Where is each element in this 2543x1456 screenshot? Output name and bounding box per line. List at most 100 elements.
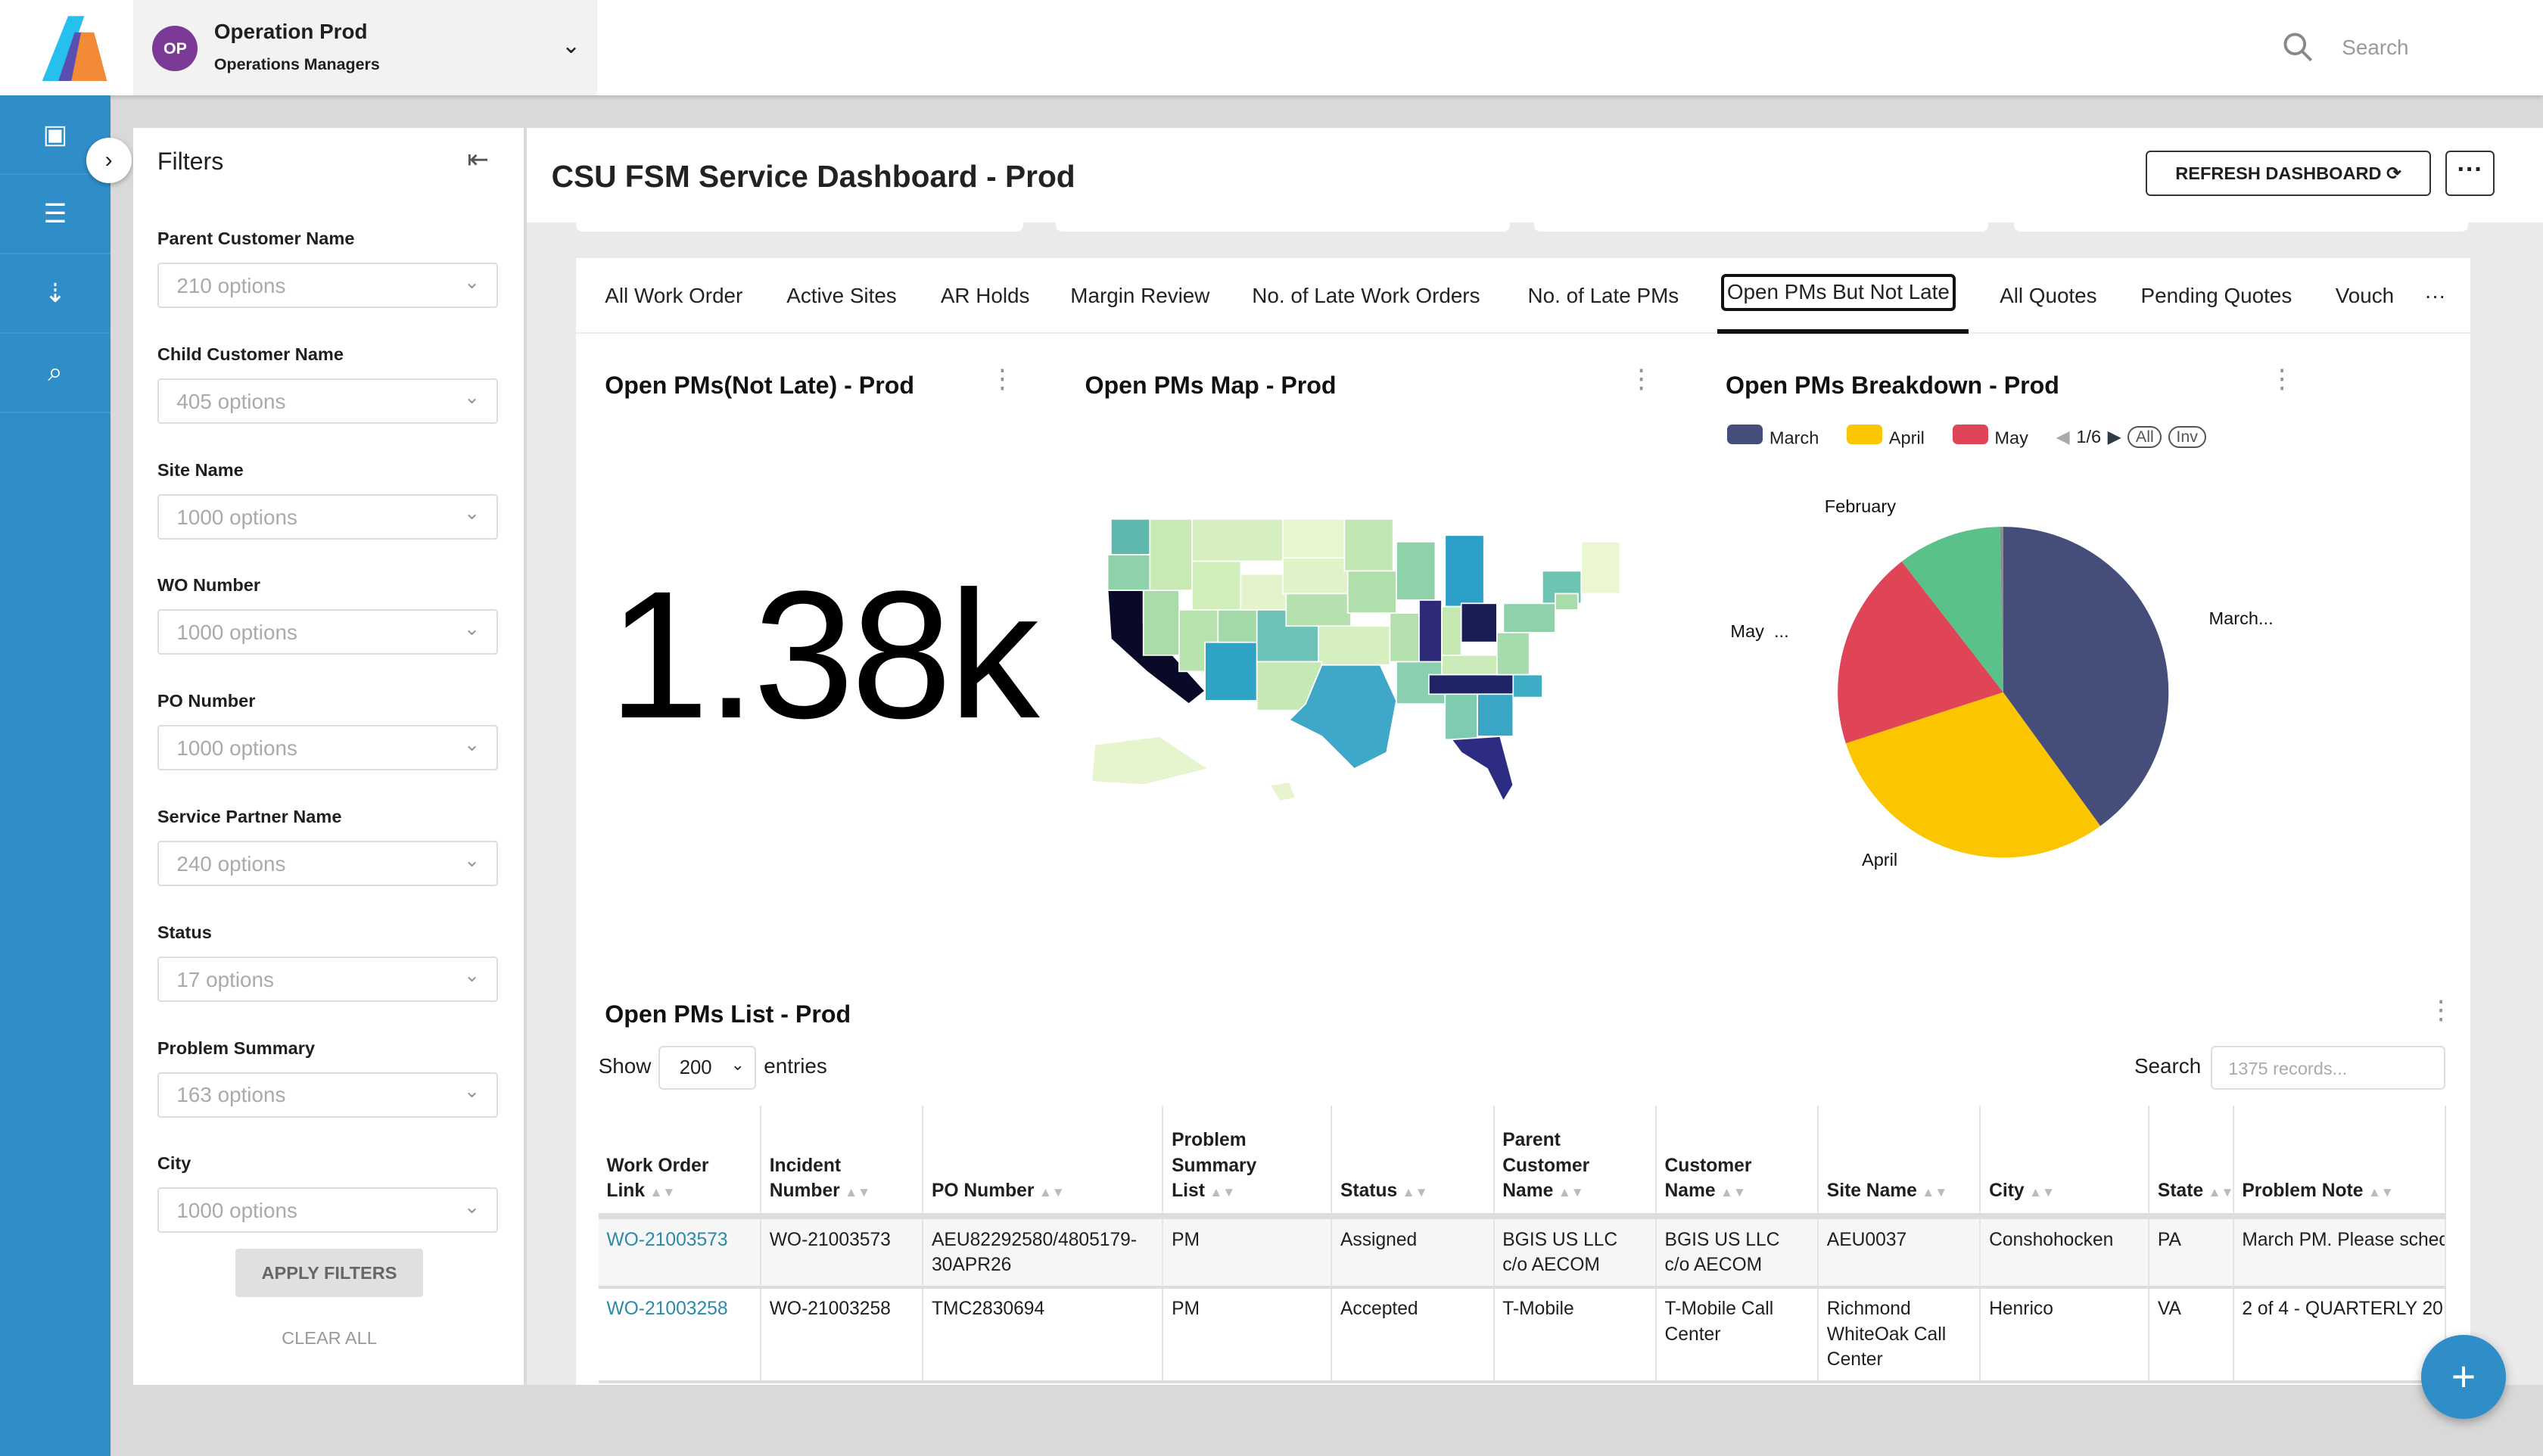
sort-icon[interactable]: ▲▼ [1038, 1184, 1065, 1199]
pie-slice-other[interactable] [2000, 527, 2003, 692]
pie-chart [1837, 527, 2168, 858]
filter-label: Status [157, 922, 212, 942]
tab-item[interactable]: No. of Late Work Orders [1252, 283, 1480, 307]
sort-icon[interactable]: ▲▼ [2029, 1184, 2055, 1199]
sort-icon[interactable]: ▲▼ [1720, 1184, 1746, 1199]
sort-icon[interactable]: ▲▼ [2367, 1184, 2394, 1199]
collapse-filters-icon[interactable]: ⇤ [467, 145, 489, 174]
sort-icon[interactable]: ▲▼ [2208, 1184, 2234, 1199]
apply-filters-button[interactable]: APPLY FILTERS [235, 1248, 424, 1298]
sort-icon[interactable]: ▲▼ [1402, 1184, 1428, 1199]
app-logo[interactable] [23, 13, 114, 84]
chevron-down-icon[interactable]: ⌄ [561, 33, 581, 58]
map-state [1444, 534, 1485, 608]
list-menu-icon[interactable]: ⋮ [2427, 995, 2454, 1025]
show-label: Show [598, 1053, 652, 1078]
pie-slice-february[interactable] [1901, 527, 2003, 692]
column-header[interactable]: Parent Customer Name ▲▼ [1493, 1106, 1657, 1219]
us-choropleth-map[interactable] [1079, 509, 1646, 817]
pie-slice-march[interactable] [2003, 527, 2168, 826]
tab-item[interactable]: Margin Review [1070, 283, 1210, 307]
column-header[interactable]: City ▲▼ [1980, 1106, 2150, 1219]
table-cell: PA [2149, 1215, 2234, 1289]
table-search-input[interactable]: 1375 records... [2210, 1046, 2446, 1090]
tab-item[interactable]: No. of Late PMs [1527, 283, 1679, 307]
clear-all-button[interactable]: CLEAR ALL [282, 1327, 377, 1348]
table-cell: WO-21003573 [760, 1215, 924, 1289]
filter-value: 1000 options [176, 736, 297, 761]
filter-select[interactable]: 163 options ⌄ [157, 1072, 498, 1118]
work-order-link[interactable]: WO-21003258 [606, 1299, 728, 1320]
map-state [1282, 557, 1349, 595]
more-options-button[interactable]: ··· [2445, 151, 2495, 197]
sort-icon[interactable]: ⇣ [0, 254, 110, 334]
legend-item-march[interactable]: March [1727, 425, 1819, 449]
map-menu-icon[interactable]: ⋮ [1628, 364, 1654, 394]
pie-slice-april[interactable] [1845, 692, 2100, 858]
dashboard-icon[interactable]: ▣ [0, 95, 110, 176]
pie-slice-may[interactable] [1837, 562, 2003, 744]
sort-icon[interactable]: ▲▼ [1209, 1184, 1236, 1199]
tab-item[interactable]: ··· [2424, 283, 2446, 307]
open-pms-table: Work Order Link ▲▼ Incident Number ▲▼ PO Num… [598, 1106, 2447, 1383]
checklist-icon[interactable]: ☰ [0, 175, 110, 255]
map-state [1444, 693, 1478, 740]
column-header[interactable]: Work Order Link ▲▼ [598, 1106, 761, 1219]
sort-icon[interactable]: ▲▼ [1558, 1184, 1584, 1199]
work-order-link[interactable]: WO-21003573 [606, 1229, 728, 1250]
filters-title: Filters [157, 147, 224, 175]
add-button[interactable]: + [2421, 1334, 2506, 1419]
column-header[interactable]: Customer Name ▲▼ [1655, 1106, 1819, 1219]
map-state [1460, 602, 1498, 643]
filter-select[interactable]: 1000 options ⌄ [157, 493, 498, 540]
filter-select[interactable]: 1000 options ⌄ [157, 725, 498, 771]
tab-item[interactable]: Vouch [2335, 283, 2395, 307]
entries-select[interactable]: 200 ⌄ [658, 1046, 756, 1090]
tab-item[interactable]: Pending Quotes [2140, 283, 2292, 307]
chevron-down-icon: ⌄ [463, 1081, 481, 1103]
filter-select[interactable]: 210 options ⌄ [157, 263, 498, 309]
filter-select[interactable]: 240 options ⌄ [157, 841, 498, 887]
card-stub [1055, 222, 1510, 232]
column-header[interactable]: Problem Summary List ▲▼ [1163, 1106, 1333, 1219]
map-state [1282, 518, 1346, 558]
org-switcher[interactable]: OP Operation Prod Operations Managers ⌄ [132, 0, 597, 96]
table-cell: PM [1163, 1215, 1333, 1289]
map-state [1110, 518, 1151, 555]
sort-icon[interactable]: ▲▼ [1922, 1184, 1948, 1199]
legend-prev-icon[interactable]: ◀ [2056, 427, 2070, 447]
legend-label: April [1888, 428, 1925, 449]
map-state [1091, 735, 1210, 786]
column-header[interactable]: Site Name ▲▼ [1818, 1106, 1981, 1219]
tab-item[interactable]: Open PMs But Not Late [1720, 274, 1956, 311]
pie-menu-icon[interactable]: ⋮ [2268, 364, 2296, 394]
sort-icon[interactable]: ▲▼ [649, 1184, 676, 1199]
legend-item-april[interactable]: April [1847, 425, 1925, 449]
tab-item[interactable]: AR Holds [940, 283, 1030, 307]
search-icon[interactable] [2280, 30, 2316, 65]
map-state [1496, 631, 1530, 676]
table-cell: TMC2830694 [923, 1286, 1164, 1383]
expand-sidebar-button[interactable]: › [86, 138, 132, 184]
filter-select[interactable]: 1000 options ⌄ [157, 1187, 498, 1234]
filter-select[interactable]: 1000 options ⌄ [157, 609, 498, 655]
refresh-dashboard-button[interactable]: REFRESH DASHBOARD ⟳ [2145, 151, 2432, 197]
column-header[interactable]: Problem Note ▲▼ [2233, 1106, 2447, 1219]
global-search-input[interactable]: Search [2342, 36, 2409, 60]
column-header[interactable]: State ▲▼ [2149, 1106, 2234, 1219]
column-header[interactable]: Incident Number ▲▼ [760, 1106, 924, 1219]
column-header[interactable]: PO Number ▲▼ [923, 1106, 1164, 1219]
tab-item[interactable]: Active Sites [786, 283, 897, 307]
legend-all-button[interactable]: All [2127, 425, 2162, 448]
legend-item-may[interactable]: May [1952, 425, 2028, 449]
column-header[interactable]: Status ▲▼ [1331, 1106, 1495, 1219]
tab-item[interactable]: All Work Order [605, 283, 743, 307]
legend-next-icon[interactable]: ▶ [2107, 427, 2121, 447]
legend-invert-button[interactable]: Inv [2168, 425, 2206, 448]
tab-item[interactable]: All Quotes [2000, 283, 2097, 307]
filter-select[interactable]: 17 options ⌄ [157, 956, 498, 1002]
sort-icon[interactable]: ▲▼ [845, 1184, 871, 1199]
filter-select[interactable]: 405 options ⌄ [157, 378, 498, 424]
kpi-menu-icon[interactable]: ⋮ [989, 364, 1016, 394]
report-search-icon[interactable]: ⌕ [0, 334, 110, 413]
